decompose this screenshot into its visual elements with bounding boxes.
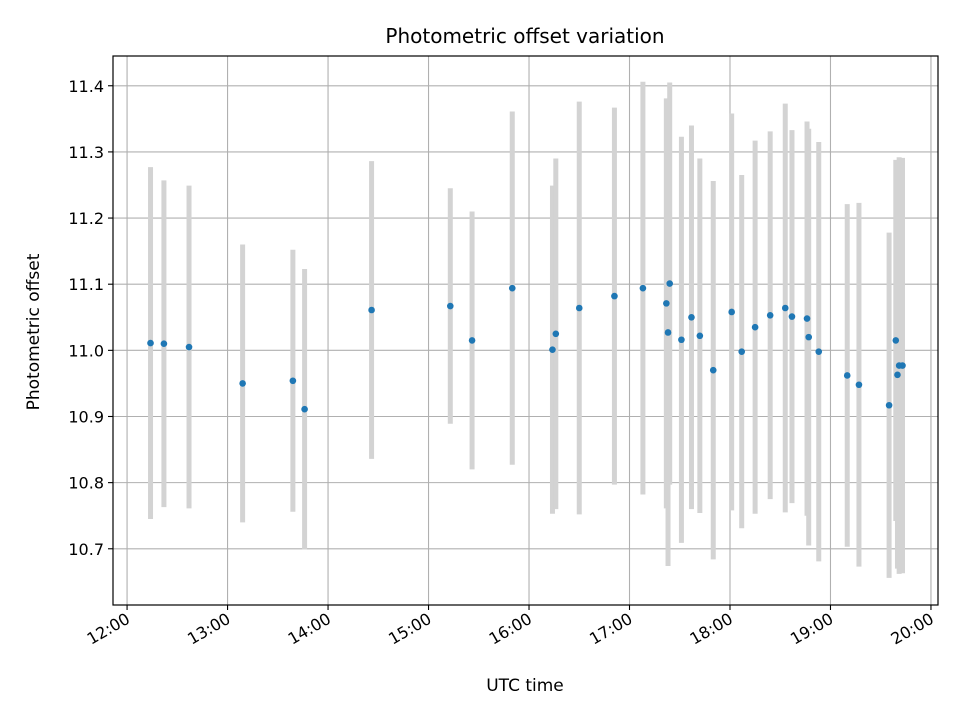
y-tick-label: 10.8 [68,474,104,493]
error-bars [148,81,905,578]
data-point [664,329,672,336]
y-tick-label: 11.0 [68,341,104,360]
data-point [803,315,811,322]
x-tick-label: 13:00 [184,609,233,649]
y-tick-label: 11.2 [68,209,104,228]
x-tick-label: 17:00 [586,609,635,649]
data-point [508,284,516,292]
data-point [899,362,906,369]
x-tick-label: 16:00 [486,609,535,649]
data-point [185,343,193,351]
data-point [805,333,813,341]
data-point [447,302,454,310]
data-point [678,336,685,344]
data-point [855,381,863,389]
x-axis-ticks: 12:00 13:00 14:00 15:00 16:00 17:00 18:00 19:00… [84,605,937,649]
data-point [815,348,823,355]
plot-frame [112,55,939,606]
y-tick-label: 10.7 [68,540,104,559]
data-point [709,366,717,374]
chart-title: Photometric offset variation [385,24,664,48]
x-tick-label: 18:00 [687,609,736,649]
x-tick-label: 15:00 [385,609,434,649]
data-point [468,337,476,344]
data-point [289,377,297,385]
data-point [696,332,704,340]
x-tick-label: 19:00 [787,609,836,649]
data-point [663,300,670,307]
data-point [368,306,375,314]
data-point [885,401,893,409]
data-point [738,348,746,355]
data-point [147,339,154,347]
y-tick-label: 11.1 [68,275,104,294]
data-point [751,323,759,331]
grid-lines [113,56,938,605]
data-points [147,280,906,413]
data-point [639,284,647,292]
x-tick-label: 14:00 [285,609,334,649]
data-point [788,313,796,320]
data-point [666,280,673,287]
data-point [575,304,583,312]
data-point [892,337,900,344]
data-point [160,340,168,348]
data-point [239,380,246,387]
y-axis-label: Photometric offset [24,253,44,410]
x-tick-label: 12:00 [84,609,133,649]
data-point [728,308,735,316]
data-point [766,311,774,319]
data-point [611,292,618,300]
x-axis-label: UTC time [486,676,564,696]
data-point [688,313,695,321]
data-point [301,405,308,413]
y-tick-label: 11.4 [68,77,104,96]
data-point [894,371,901,379]
x-tick-label: 20:00 [888,609,937,649]
y-axis-ticks: 10.7 10.8 10.9 11.0 11.1 11.2 11.3 11.4 [68,77,113,559]
y-tick-label: 11.3 [68,143,104,162]
data-point [549,346,556,353]
data-point [843,372,851,379]
data-point [552,330,560,338]
data-point [781,304,789,312]
y-tick-label: 10.9 [68,407,104,426]
